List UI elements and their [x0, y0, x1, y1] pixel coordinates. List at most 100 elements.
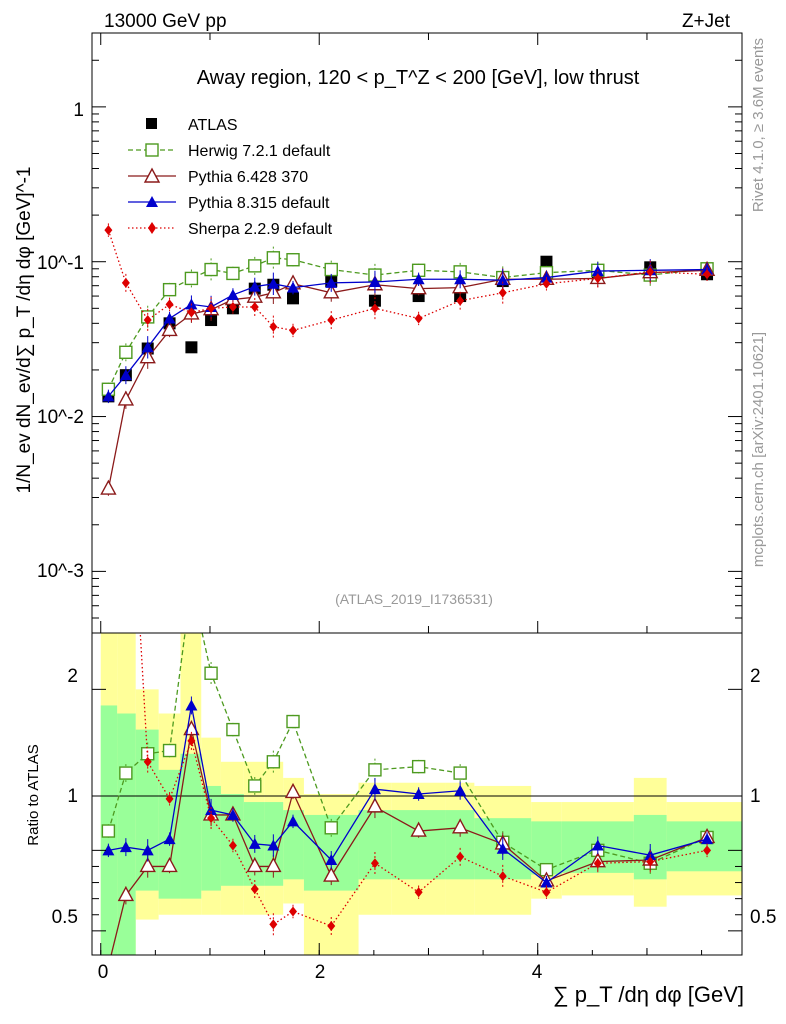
- x-tick-label-0: 0: [98, 962, 109, 983]
- main-point-sherpa-2-2-9-default-10: [327, 315, 336, 326]
- legend-label-herwig: Herwig 7.2.1 default: [188, 143, 331, 160]
- ratio-tick-left-0: 0.5: [52, 907, 78, 928]
- ratio-point-pythia-6-428-370-9: [284, 782, 302, 799]
- ratio-point-herwig-7-2-1-default-1: [119, 766, 133, 780]
- legend-marker-herwig: [145, 143, 159, 157]
- legend-label-pythia8: Pythia 8.315 default: [188, 195, 330, 212]
- ratio-point-pythia-6-428-370-11: [366, 797, 384, 813]
- main-point-pythia-8-315-default-3: [163, 312, 176, 324]
- ratio-point-sherpa-2-2-9-default-7: [250, 883, 259, 894]
- main-point-atlas-9: [287, 292, 300, 305]
- main-point-sherpa-2-2-9-default-2: [143, 315, 152, 326]
- ratio-point-sherpa-2-2-9-default-12: [414, 887, 423, 898]
- band-stat-5: [201, 785, 221, 891]
- main-point-sherpa-2-2-9-default-8: [269, 321, 278, 332]
- main-point-pythia-8-315-default-9: [287, 281, 300, 293]
- ratio-point-pythia-6-428-370-2: [139, 856, 156, 873]
- energy-label: 13000 GeV pp: [104, 11, 227, 32]
- main-point-herwig-7-2-1-default-3: [162, 282, 177, 297]
- legend-label-pythia6: Pythia 6.428 370: [188, 169, 308, 186]
- main-point-sherpa-2-2-9-default-3: [165, 299, 174, 310]
- ratio-point-herwig-7-2-1-default-11: [368, 763, 382, 777]
- ratio-point-herwig-7-2-1-default-3: [162, 743, 177, 758]
- main-point-sherpa-2-2-9-default-11: [370, 303, 379, 314]
- main-point-pythia-8-315-default-2: [141, 341, 154, 353]
- x-tick-label-1: 2: [315, 962, 326, 983]
- main-point-pythia-6-428-370-0: [100, 479, 117, 495]
- legend-marker-pythia6: [143, 167, 161, 183]
- ratio-point-herwig-7-2-1-default-0: [101, 824, 116, 838]
- ratio-point-sherpa-2-2-9-default-6: [228, 840, 237, 851]
- ratio-tick-left-2: 2: [67, 666, 78, 687]
- ratio-tick-right-0: 0.5: [750, 907, 776, 928]
- ratio-point-pythia-6-428-370-7: [246, 856, 263, 873]
- main-point-sherpa-2-2-9-default-18: [703, 269, 712, 280]
- main-point-pythia-8-315-default-7: [248, 280, 261, 292]
- ratio-point-pythia-6-428-370-13: [451, 818, 469, 834]
- main-point-pythia-8-315-default-8: [267, 277, 280, 289]
- ratio-point-herwig-7-2-1-default-8: [266, 755, 281, 769]
- main-point-pythia-6-428-370-1: [117, 390, 135, 406]
- ratio-point-herwig-7-2-1-default-7: [248, 779, 262, 793]
- ratio-point-pythia-8-315-default-12: [412, 788, 425, 799]
- ratio-point-pythia-8-315-default-14: [496, 842, 509, 854]
- ratio-point-herwig-7-2-1-default-12: [411, 759, 426, 774]
- main-point-sherpa-2-2-9-default-5: [207, 303, 216, 314]
- ratio-point-pythia-8-315-default-3: [163, 833, 176, 845]
- ratio-point-sherpa-2-2-9-default-11: [370, 858, 379, 869]
- ratio-point-herwig-7-2-1-default-10: [324, 821, 338, 835]
- ratio-point-sherpa-2-2-9-default-16: [593, 858, 602, 869]
- main-point-pythia-8-315-default-13: [454, 273, 467, 285]
- main-point-sherpa-2-2-9-default-1: [121, 277, 130, 288]
- ratio-point-pythia-8-315-default-16: [591, 839, 604, 851]
- ratio-point-pythia-6-428-370-8: [265, 856, 282, 873]
- process-label: Z+Jet: [682, 11, 731, 32]
- ratio-point-sherpa-2-2-9-default-5: [207, 813, 216, 824]
- main-point-pythia-8-315-default-1: [119, 369, 132, 381]
- main-point-sherpa-2-2-9-default-7: [250, 301, 259, 312]
- main-point-herwig-7-2-1-default-9: [286, 253, 300, 267]
- ratio-point-pythia-8-315-default-0: [102, 844, 115, 856]
- ratio-tick-right-2: 2: [750, 666, 761, 687]
- x-tick-label-2: 4: [532, 962, 543, 983]
- main-point-pythia-8-315-default-12: [412, 273, 425, 285]
- main-point-pythia-8-315-default-6: [226, 288, 239, 300]
- ratio-tick-left-1: 1: [67, 786, 78, 807]
- main-point-pythia-8-315-default-11: [368, 275, 381, 287]
- main-point-pythia-8-315-default-15: [540, 271, 553, 283]
- ratio-tick-right-1: 1: [750, 786, 761, 807]
- ratio-point-sherpa-2-2-9-default-14: [498, 871, 507, 882]
- ratio-point-pythia-8-315-default-11: [368, 783, 381, 795]
- ratio-panel-frame: [91, 632, 743, 956]
- ratio-point-sherpa-2-2-9-default-10: [327, 921, 336, 932]
- main-point-sherpa-2-2-9-default-14: [498, 287, 507, 298]
- main-point-sherpa-2-2-9-default-0: [104, 225, 113, 236]
- ratio-point-pythia-6-428-370-3: [161, 856, 178, 873]
- ratio-point-sherpa-2-2-9-default-8: [269, 919, 278, 930]
- ratio-point-sherpa-2-2-9-default-4: [187, 735, 196, 746]
- main-point-pythia-8-315-default-14: [496, 274, 509, 286]
- ratio-point-sherpa-2-2-9-default-17: [646, 856, 655, 867]
- main-point-herwig-7-2-1-default-5: [204, 262, 218, 277]
- ratio-axis-title: Ratio to ATLAS: [25, 744, 42, 845]
- main-point-herwig-7-2-1-default-1: [119, 345, 133, 359]
- main-point-pythia-6-428-370-12: [410, 279, 427, 295]
- ratio-point-pythia-8-315-default-8: [267, 839, 280, 851]
- band-stat-18: [666, 821, 742, 872]
- ratio-point-herwig-7-2-1-default-13: [453, 766, 467, 780]
- main-point-atlas-4: [185, 341, 198, 354]
- main-point-sherpa-2-2-9-default-9: [289, 325, 298, 336]
- main-point-sherpa-2-2-9-default-13: [456, 295, 465, 306]
- ratio-point-pythia-8-315-default-2: [141, 844, 154, 856]
- axis-ticks: [92, 32, 742, 955]
- ratio-point-pythia-6-428-370-12: [410, 821, 427, 837]
- ratio-point-pythia-6-428-370-1: [117, 885, 135, 902]
- mcplots-label: mcplots.cern.ch [arXiv:2401.10621]: [750, 332, 767, 567]
- main-point-herwig-7-2-1-default-6: [226, 266, 240, 281]
- analysis-watermark: (ATLAS_2019_I1736531): [335, 591, 493, 607]
- ratio-panel-data: [101, 633, 716, 955]
- ratio-point-pythia-8-315-default-15: [540, 876, 553, 888]
- main-point-atlas-11: [368, 294, 381, 307]
- ratio-point-pythia-8-315-default-13: [454, 784, 467, 796]
